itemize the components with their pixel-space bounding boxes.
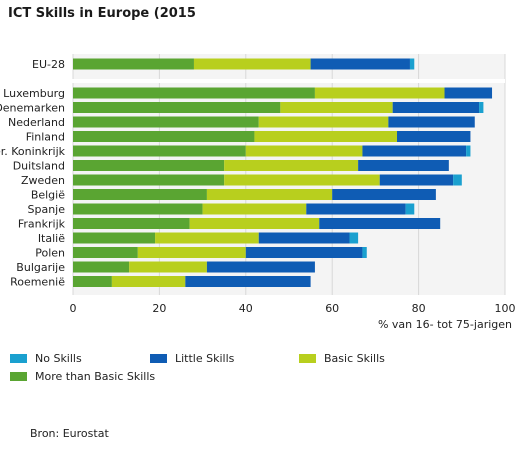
bar-segment xyxy=(397,131,471,142)
bar-segment xyxy=(189,218,320,229)
x-axis-label: % van 16- tot 75-jarigen xyxy=(378,318,512,331)
bar-segment xyxy=(392,102,480,113)
legend-item: More than Basic Skills xyxy=(10,370,155,383)
category-label: EU-28 xyxy=(32,58,65,71)
bar-segment xyxy=(362,247,367,258)
legend-item: No Skills xyxy=(10,352,82,365)
legend-item: Little Skills xyxy=(150,352,234,365)
category-label: Spanje xyxy=(27,203,65,216)
bar-segment xyxy=(362,145,467,157)
bar-segment xyxy=(73,58,194,70)
legend: No Skills Little Skills Basic Skills More t… xyxy=(10,352,510,392)
bar-segment xyxy=(202,203,307,215)
x-tick-label: 100 xyxy=(495,302,516,315)
bar-segment xyxy=(245,145,363,157)
bar-segment xyxy=(73,218,190,229)
x-tick-label: 80 xyxy=(412,302,426,315)
category-label: Nederland xyxy=(8,116,65,129)
legend-swatch xyxy=(299,354,316,363)
bar-segment xyxy=(224,174,380,186)
category-label: België xyxy=(31,189,65,202)
bar-segment xyxy=(73,131,255,142)
bar-segment xyxy=(73,102,281,113)
category-label: Luxemburg xyxy=(3,87,65,100)
bar-segment xyxy=(379,174,454,186)
bar-segment xyxy=(73,116,259,128)
bar-segment xyxy=(73,261,130,273)
chart-title: ICT Skills in Europe (2015 xyxy=(8,6,196,21)
bar-segment xyxy=(358,160,449,171)
category-label: Roemenië xyxy=(10,276,65,289)
bar-segment xyxy=(409,58,415,70)
bar-segment xyxy=(332,189,436,200)
bar-segment xyxy=(319,218,441,229)
x-tick-label: 60 xyxy=(325,302,339,315)
bar-segment xyxy=(258,232,350,244)
bar-segment xyxy=(466,145,471,157)
bar-segment xyxy=(258,116,389,128)
bar-segment xyxy=(73,145,246,157)
legend-swatch xyxy=(10,354,27,363)
bar-segment xyxy=(73,203,203,215)
bar-segment xyxy=(73,276,112,287)
category-label: Denemarken xyxy=(0,102,65,115)
bar-segment xyxy=(310,58,410,70)
bar-segment xyxy=(280,102,393,113)
bar-segment xyxy=(73,87,315,99)
bar-segment xyxy=(73,232,156,244)
bar-segment xyxy=(388,116,475,128)
bar-segment xyxy=(137,247,246,258)
legend-label: No Skills xyxy=(35,352,82,365)
category-label: Zweden xyxy=(21,174,65,187)
category-label: Italië xyxy=(38,232,65,245)
bar-segment xyxy=(224,160,359,171)
bar-segment xyxy=(306,203,406,215)
bar-segment xyxy=(73,160,225,171)
bar-segment xyxy=(111,276,186,287)
bar-segment xyxy=(73,247,138,258)
x-tick-label: 40 xyxy=(239,302,253,315)
x-tick-label: 0 xyxy=(70,302,77,315)
bar-segment xyxy=(314,87,445,99)
legend-swatch xyxy=(150,354,167,363)
bar-segment xyxy=(349,232,359,244)
bar-segment xyxy=(206,261,315,273)
bar-segment xyxy=(193,58,311,70)
legend-item: Basic Skills xyxy=(299,352,385,365)
legend-swatch xyxy=(10,372,27,381)
category-label: Ver. Koninkrijk xyxy=(0,145,66,158)
bar-segment xyxy=(479,102,484,113)
category-label: Duitsland xyxy=(13,160,65,173)
category-label: Frankrijk xyxy=(18,218,66,231)
bar-segment xyxy=(185,276,311,287)
bar-segment xyxy=(254,131,397,142)
bar-segment xyxy=(444,87,493,99)
bar-segment xyxy=(155,232,259,244)
x-tick-label: 20 xyxy=(152,302,166,315)
bar-segment xyxy=(453,174,462,186)
legend-label: Little Skills xyxy=(175,352,235,365)
category-label: Bulgarije xyxy=(16,261,65,274)
category-label: Finland xyxy=(26,131,65,144)
source-note: Bron: Eurostat xyxy=(30,427,109,440)
bar-segment xyxy=(73,174,225,186)
legend-label: More than Basic Skills xyxy=(35,370,156,383)
legend-label: Basic Skills xyxy=(324,352,385,365)
category-label: Polen xyxy=(35,247,65,260)
bar-segment xyxy=(129,261,207,273)
bar-segment xyxy=(405,203,415,215)
bar-segment xyxy=(206,189,333,200)
bar-segment xyxy=(245,247,363,258)
bar-segment xyxy=(73,189,207,200)
